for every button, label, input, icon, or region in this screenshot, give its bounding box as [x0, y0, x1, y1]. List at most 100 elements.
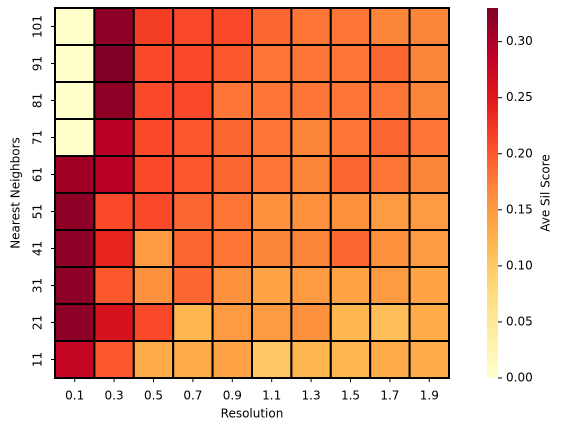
heatmap-cell [211, 44, 254, 83]
x-tick-label: 1.3 [302, 389, 321, 403]
y-tick-label: 41 [31, 241, 45, 256]
colorbar-tick-label: 0.15 [506, 202, 533, 216]
heatmap-cell [369, 44, 411, 83]
heatmap-cell [132, 81, 175, 120]
heatmap-cell [54, 229, 96, 268]
colorbar-label: Ave Sil Score [539, 154, 553, 232]
heatmap-cell [290, 266, 332, 305]
heatmap-cell [329, 81, 372, 120]
heatmap-cell [172, 155, 214, 194]
heatmap-cell [172, 266, 214, 305]
heatmap-cell [369, 340, 411, 379]
heatmap-cell [93, 303, 135, 342]
heatmap-cell [54, 7, 96, 46]
x-tick-label: 0.3 [105, 389, 124, 403]
heatmap-cell [408, 118, 451, 157]
x-tick-label: 0.9 [223, 389, 242, 403]
heatmap-cell [211, 340, 254, 379]
heatmap-cell [172, 7, 214, 46]
x-tick-label: 1.7 [380, 389, 399, 403]
x-tick-label: 0.1 [65, 389, 84, 403]
heatmap-cell [132, 7, 175, 46]
heatmap-cell [251, 340, 293, 379]
heatmap-cell [290, 81, 332, 120]
y-tick-label: 21 [31, 315, 45, 330]
heatmap-cell [290, 155, 332, 194]
colorbar [487, 8, 498, 378]
colorbar-tick-label: 0.30 [506, 34, 533, 48]
heatmap-cell [132, 229, 175, 268]
heatmap-cell [93, 81, 135, 120]
heatmap-cell [172, 229, 214, 268]
heatmap-cell [54, 340, 96, 379]
y-tick-label: 11 [31, 352, 45, 367]
heatmap-cell [132, 44, 175, 83]
heatmap-cell [93, 340, 135, 379]
heatmap-cell [369, 229, 411, 268]
x-tick-label: 0.5 [144, 389, 163, 403]
y-tick-label: 31 [31, 278, 45, 293]
heatmap-cell [329, 155, 372, 194]
heatmap-cell [132, 155, 175, 194]
heatmap-cell [329, 7, 372, 46]
heatmap-cell [290, 7, 332, 46]
x-tick-label: 1.9 [420, 389, 439, 403]
heatmap-cell [93, 44, 135, 83]
heatmap-cell [329, 229, 372, 268]
heatmap-cell [172, 192, 214, 231]
heatmap-cell [251, 303, 293, 342]
heatmap-cell [408, 229, 451, 268]
heatmap-cell [132, 266, 175, 305]
colorbar-tick-label: 0.25 [506, 90, 533, 104]
heatmap-cell [211, 81, 254, 120]
heatmap-cell [172, 81, 214, 120]
heatmap-cell [211, 7, 254, 46]
heatmap-cell [54, 266, 96, 305]
y-tick-label: 101 [31, 15, 45, 38]
heatmap-cell [408, 44, 451, 83]
x-axis-label: Resolution [221, 407, 284, 421]
heatmap-cell [251, 229, 293, 268]
x-tick-label: 1.1 [262, 389, 281, 403]
colorbar-tick-label: 0.10 [506, 258, 533, 272]
heatmap-cell [251, 155, 293, 194]
colorbar-tick-label: 0.00 [506, 371, 533, 385]
heatmap-cell [211, 266, 254, 305]
heatmap-cell [132, 192, 175, 231]
heatmap-cell [132, 118, 175, 157]
heatmap-cell [172, 340, 214, 379]
heatmap-cell [408, 303, 451, 342]
heatmap-cell [54, 118, 96, 157]
heatmap-cell [369, 192, 411, 231]
heatmap-cell [251, 118, 293, 157]
x-tick-label: 1.5 [341, 389, 360, 403]
y-tick-label: 51 [31, 204, 45, 219]
heatmap-cell [172, 44, 214, 83]
heatmap-cell [408, 81, 451, 120]
heatmap-cell [93, 155, 135, 194]
heatmap-cell [290, 340, 332, 379]
heatmap-cell [211, 155, 254, 194]
heatmap-cell [251, 266, 293, 305]
heatmap-cell [369, 266, 411, 305]
heatmap-cell [290, 229, 332, 268]
heatmap-cell [211, 303, 254, 342]
heatmap-cell [93, 192, 135, 231]
heatmap-cell [172, 118, 214, 157]
heatmap-cell [408, 266, 451, 305]
heatmap-cell [290, 44, 332, 83]
heatmap-cell [290, 303, 332, 342]
heatmap-cell [251, 192, 293, 231]
heatmap-cell [408, 7, 451, 46]
heatmap-cell [290, 118, 332, 157]
heatmap-cell [251, 81, 293, 120]
heatmap-cell [54, 192, 96, 231]
y-tick-label: 91 [31, 56, 45, 71]
heatmap-cell [251, 44, 293, 83]
heatmap-cell [408, 155, 451, 194]
y-tick-label: 61 [31, 167, 45, 182]
heatmap-cell [132, 340, 175, 379]
heatmap-cell [54, 81, 96, 120]
heatmap-cell [211, 192, 254, 231]
